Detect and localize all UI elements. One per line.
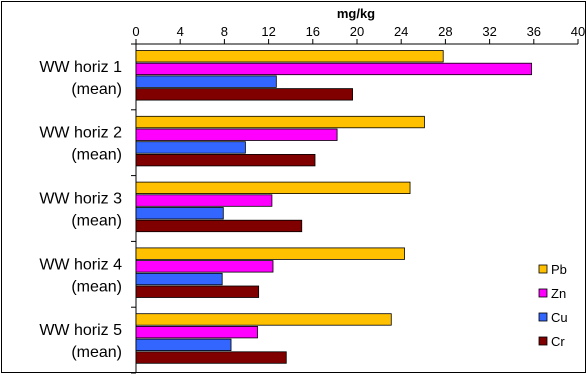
- x-tick-label: 40: [571, 24, 585, 39]
- bar-cr-1: [135, 88, 353, 101]
- bars: [135, 50, 532, 364]
- x-tick-label: 32: [482, 24, 496, 39]
- x-axis-title: mg/kg: [337, 6, 375, 21]
- bar-pb-2: [135, 115, 425, 129]
- bar-cu-3: [135, 207, 224, 220]
- category-label: (mean): [71, 344, 122, 361]
- category-label: WW horiz 1: [39, 59, 122, 76]
- legend-label-zn: Zn: [551, 286, 566, 301]
- x-tick-label: 20: [350, 24, 364, 39]
- bar-zn-1: [135, 62, 532, 76]
- legend-label-pb: Pb: [551, 262, 567, 277]
- legend-swatch-cr: [538, 336, 548, 346]
- bar-zn-2: [135, 128, 338, 141]
- legend-swatch-cu: [538, 312, 548, 322]
- x-tick-label: 12: [261, 24, 275, 39]
- category-label: (mean): [71, 213, 122, 230]
- x-tick-label: 28: [438, 24, 452, 39]
- x-tick-label: 16: [306, 24, 320, 39]
- category-label: WW horiz 5: [39, 322, 122, 339]
- bar-pb-1: [135, 50, 444, 63]
- bar-zn-3: [135, 194, 273, 207]
- category-label: (mean): [71, 81, 122, 98]
- legend-swatch-zn: [538, 288, 548, 298]
- bar-cr-3: [135, 219, 303, 233]
- legend-swatch-pb: [538, 264, 548, 274]
- category-label: WW horiz 2: [39, 125, 122, 142]
- category-label: (mean): [71, 147, 122, 164]
- legend-label-cu: Cu: [551, 310, 568, 325]
- x-tick-label: 0: [132, 24, 139, 39]
- bar-cr-5: [135, 351, 287, 364]
- x-tick-label: 36: [527, 24, 541, 39]
- bar-cu-2: [135, 141, 246, 154]
- y-axis: WW horiz 1 (mean) WW horiz 2 (mean) WW horiz…: [39, 43, 137, 374]
- bar-cr-2: [135, 153, 316, 167]
- legend-label-cr: Cr: [551, 334, 565, 349]
- bar-pb-4: [135, 247, 405, 260]
- bar-cr-4: [135, 285, 260, 298]
- legend: Pb Zn Cu Cr: [538, 262, 568, 349]
- category-label: (mean): [71, 278, 122, 295]
- category-label: WW horiz 4: [39, 256, 122, 273]
- bar-zn-5: [135, 325, 258, 339]
- bar-cu-1: [135, 75, 277, 88]
- bar-cu-4: [135, 272, 223, 286]
- x-tick-label: 8: [221, 24, 228, 39]
- bar-pb-5: [135, 313, 392, 326]
- bar-cu-5: [135, 338, 232, 352]
- x-tick-label: 4: [177, 24, 184, 39]
- x-tick-label: 24: [394, 24, 408, 39]
- category-label: WW horiz 3: [39, 191, 122, 208]
- bar-zn-4: [135, 260, 274, 273]
- x-axis: 0 4 8 12 16 20 24 28 32 36 40: [132, 24, 585, 45]
- bar-pb-3: [135, 181, 411, 195]
